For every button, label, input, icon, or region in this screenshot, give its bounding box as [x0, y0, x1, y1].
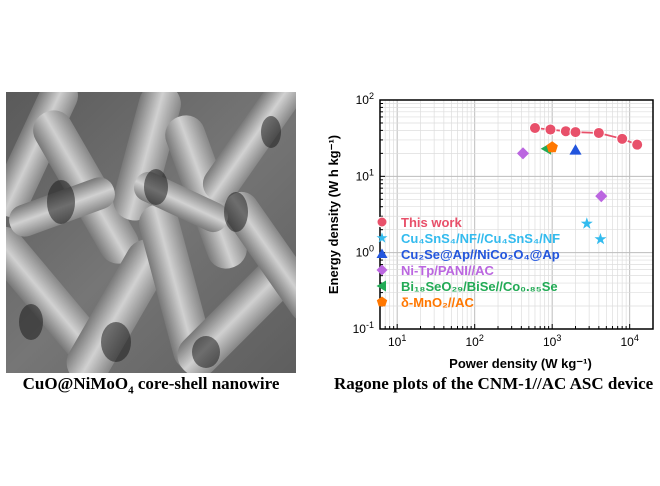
- data-point: [580, 217, 593, 229]
- legend-label: Cu₄SnS₄/NF//Cu₄SnS₄/NF: [401, 231, 560, 246]
- legend-marker: [376, 232, 388, 243]
- plot-frame: [379, 99, 654, 330]
- data-point: [528, 121, 541, 134]
- data-point: [546, 141, 558, 153]
- y-tick-label: 102: [356, 91, 374, 107]
- data-point: [616, 132, 629, 145]
- data-point: [592, 126, 605, 139]
- data-point: [516, 147, 530, 160]
- sem-micrograph: [6, 92, 296, 373]
- y-tick-label: 101: [356, 167, 374, 183]
- data-point: [569, 126, 582, 139]
- sem-nanowire-texture: [6, 92, 296, 373]
- y-tick-label: 10-1: [353, 320, 374, 336]
- x-axis-label: Power density (W kg⁻¹): [449, 356, 592, 371]
- data-point: [544, 123, 557, 136]
- data-point: [631, 138, 644, 151]
- data-point: [595, 190, 608, 203]
- legend-label: Cu₂Se@Ap//NiCo₂O₄@Ap: [401, 247, 560, 262]
- legend-label: δ-MnO₂//AC: [401, 295, 474, 310]
- y-axis-label: Energy density (W h kg⁻¹): [326, 135, 341, 294]
- sem-caption: CuO@NiMoO4 core-shell nanowire: [22, 374, 280, 397]
- legend-marker: [376, 216, 388, 228]
- x-tick-label: 103: [543, 333, 561, 349]
- ragone-chart: 101 102 103 104 10-1 100 101 102 Power density (…: [300, 80, 660, 377]
- y-tick-label: 100: [356, 244, 374, 260]
- legend-marker: [376, 248, 388, 258]
- legend-marker: [376, 280, 386, 292]
- ragone-plot-svg: 101 102 103 104 10-1 100 101 102 Power density (…: [326, 91, 654, 371]
- legend-label: Bi₁₈SeO₂₉/BiSe//Co₀.₈₅Se: [401, 279, 558, 294]
- x-tick-label: 102: [465, 333, 483, 349]
- data-point: [569, 144, 582, 155]
- x-tick-label: 104: [620, 333, 638, 349]
- chart-caption: Ragone plots of the CNM-1//AC ASC device: [334, 374, 654, 393]
- data-point: [594, 232, 607, 245]
- legend-label: This work: [401, 215, 462, 230]
- legend-label: Ni-Tp/PANI//AC: [401, 263, 495, 278]
- legend-marker: [376, 264, 388, 276]
- legend-marker: [376, 296, 388, 307]
- x-tick-label: 101: [388, 333, 406, 349]
